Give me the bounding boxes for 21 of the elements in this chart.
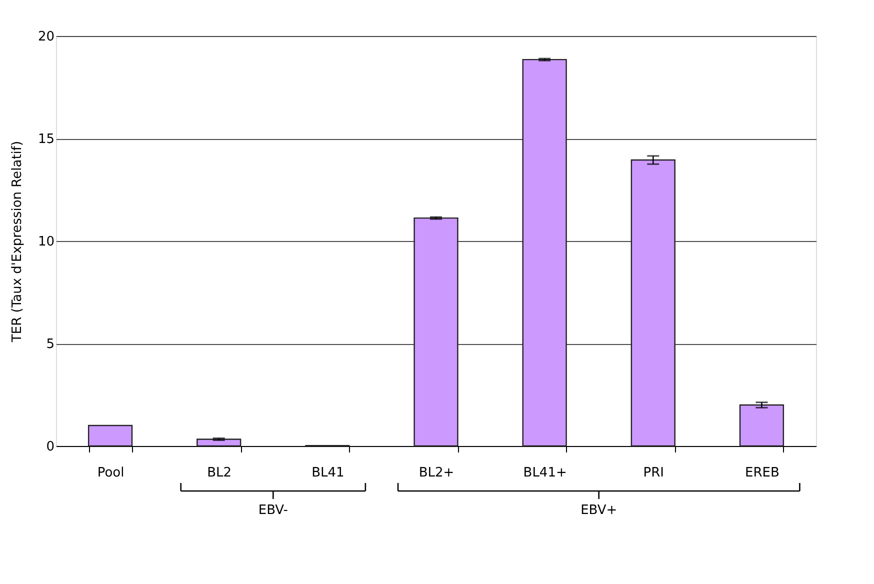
x-tick-label: BL2+ <box>418 466 454 480</box>
x-tick-label: BL41 <box>312 466 344 480</box>
bar <box>196 438 242 447</box>
y-tick-label: 10 <box>38 234 54 250</box>
x-tick-label: BL41+ <box>523 466 567 480</box>
bar <box>414 217 458 447</box>
text: EBV+ <box>580 503 618 518</box>
y-tick-label: 20 <box>38 30 54 44</box>
x-tick-label: PRI <box>643 466 664 480</box>
x-tick-label: BL2 <box>207 466 232 480</box>
y-tick-label: 5 <box>46 337 54 352</box>
x-tick-label: EREB <box>745 466 780 480</box>
text: EBV- <box>258 503 288 518</box>
y-tick-label: 0 <box>46 440 54 454</box>
x-tick-label: Pool <box>97 466 124 480</box>
bar <box>630 159 676 447</box>
y-tick-label: 15 <box>38 132 54 147</box>
bar <box>522 58 567 447</box>
y-axis-title: TER (Taux d'Expression Relatif) <box>10 140 25 344</box>
bar <box>739 404 784 447</box>
bar <box>88 424 133 447</box>
